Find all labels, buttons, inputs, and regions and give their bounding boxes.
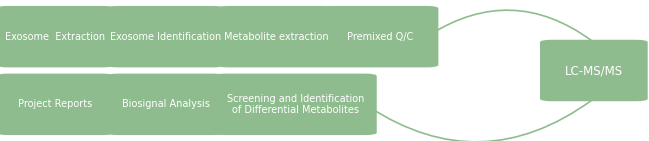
FancyBboxPatch shape [0, 74, 114, 135]
FancyBboxPatch shape [217, 6, 335, 67]
FancyArrowPatch shape [429, 10, 592, 41]
FancyArrowPatch shape [369, 100, 592, 141]
FancyBboxPatch shape [106, 74, 225, 135]
Text: Exosome Identification: Exosome Identification [110, 32, 221, 42]
Text: Metabolite extraction: Metabolite extraction [223, 32, 328, 42]
FancyBboxPatch shape [214, 74, 376, 135]
Text: Exosome  Extraction: Exosome Extraction [5, 32, 105, 42]
Text: Biosignal Analysis: Biosignal Analysis [121, 99, 210, 109]
Text: Premixed Q/C: Premixed Q/C [347, 32, 413, 42]
FancyBboxPatch shape [540, 40, 648, 101]
Text: Screening and Identification
of Differential Metabolites: Screening and Identification of Differen… [227, 93, 364, 115]
Text: Project Reports: Project Reports [18, 99, 92, 109]
FancyBboxPatch shape [321, 6, 439, 67]
FancyBboxPatch shape [106, 6, 225, 67]
FancyBboxPatch shape [0, 6, 114, 67]
Text: LC-MS/MS: LC-MS/MS [565, 64, 623, 77]
